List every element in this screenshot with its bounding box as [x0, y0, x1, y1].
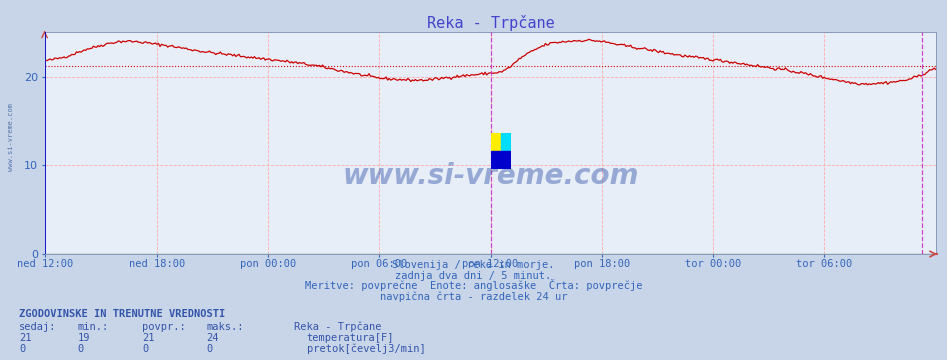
Text: 0: 0: [206, 344, 213, 354]
Bar: [501, 133, 511, 151]
Text: Reka - Trpčane: Reka - Trpčane: [294, 321, 381, 332]
Title: Reka - Trpčane: Reka - Trpčane: [427, 15, 554, 31]
Text: 24: 24: [206, 333, 219, 343]
Text: www.si-vreme.com: www.si-vreme.com: [9, 103, 14, 171]
Text: pretok[čevelj3/min]: pretok[čevelj3/min]: [307, 343, 425, 354]
Text: 21: 21: [142, 333, 154, 343]
Text: min.:: min.:: [78, 322, 109, 332]
Text: 21: 21: [19, 333, 31, 343]
Bar: [491, 133, 501, 151]
Text: Meritve: povprečne  Enote: anglosaške  Črta: povprečje: Meritve: povprečne Enote: anglosaške Črt…: [305, 279, 642, 292]
Text: 0: 0: [78, 344, 84, 354]
Text: 19: 19: [78, 333, 90, 343]
Text: povpr.:: povpr.:: [142, 322, 186, 332]
Text: 0: 0: [19, 344, 26, 354]
Text: ZGODOVINSKE IN TRENUTNE VREDNOSTI: ZGODOVINSKE IN TRENUTNE VREDNOSTI: [19, 309, 225, 319]
Text: zadnja dva dni / 5 minut.: zadnja dva dni / 5 minut.: [396, 271, 551, 281]
Text: sedaj:: sedaj:: [19, 322, 57, 332]
Bar: [491, 151, 511, 169]
Text: navpična črta - razdelek 24 ur: navpična črta - razdelek 24 ur: [380, 291, 567, 302]
Text: Slovenija / reke in morje.: Slovenija / reke in morje.: [392, 260, 555, 270]
Text: 0: 0: [142, 344, 149, 354]
Text: maks.:: maks.:: [206, 322, 244, 332]
Text: temperatura[F]: temperatura[F]: [307, 333, 394, 343]
Text: www.si-vreme.com: www.si-vreme.com: [342, 162, 639, 190]
